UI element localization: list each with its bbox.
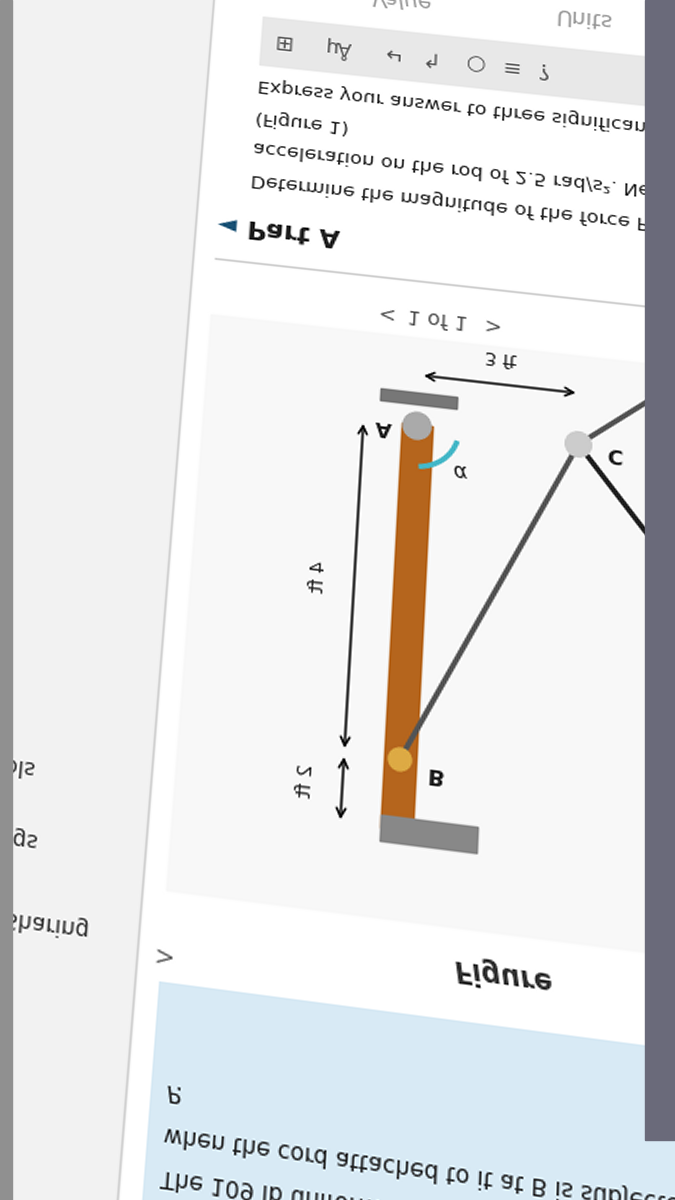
Bar [0,0,12,1200]
Bar [645,0,675,1140]
Bar [0,1120,675,1200]
